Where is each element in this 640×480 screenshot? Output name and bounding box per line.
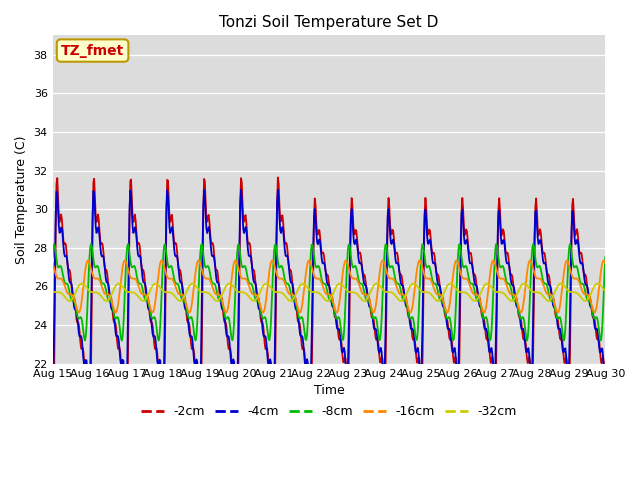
Title: Tonzi Soil Temperature Set D: Tonzi Soil Temperature Set D — [220, 15, 438, 30]
Y-axis label: Soil Temperature (C): Soil Temperature (C) — [15, 135, 28, 264]
Legend: -2cm, -4cm, -8cm, -16cm, -32cm: -2cm, -4cm, -8cm, -16cm, -32cm — [136, 400, 522, 423]
Text: TZ_fmet: TZ_fmet — [61, 44, 124, 58]
X-axis label: Time: Time — [314, 384, 344, 397]
